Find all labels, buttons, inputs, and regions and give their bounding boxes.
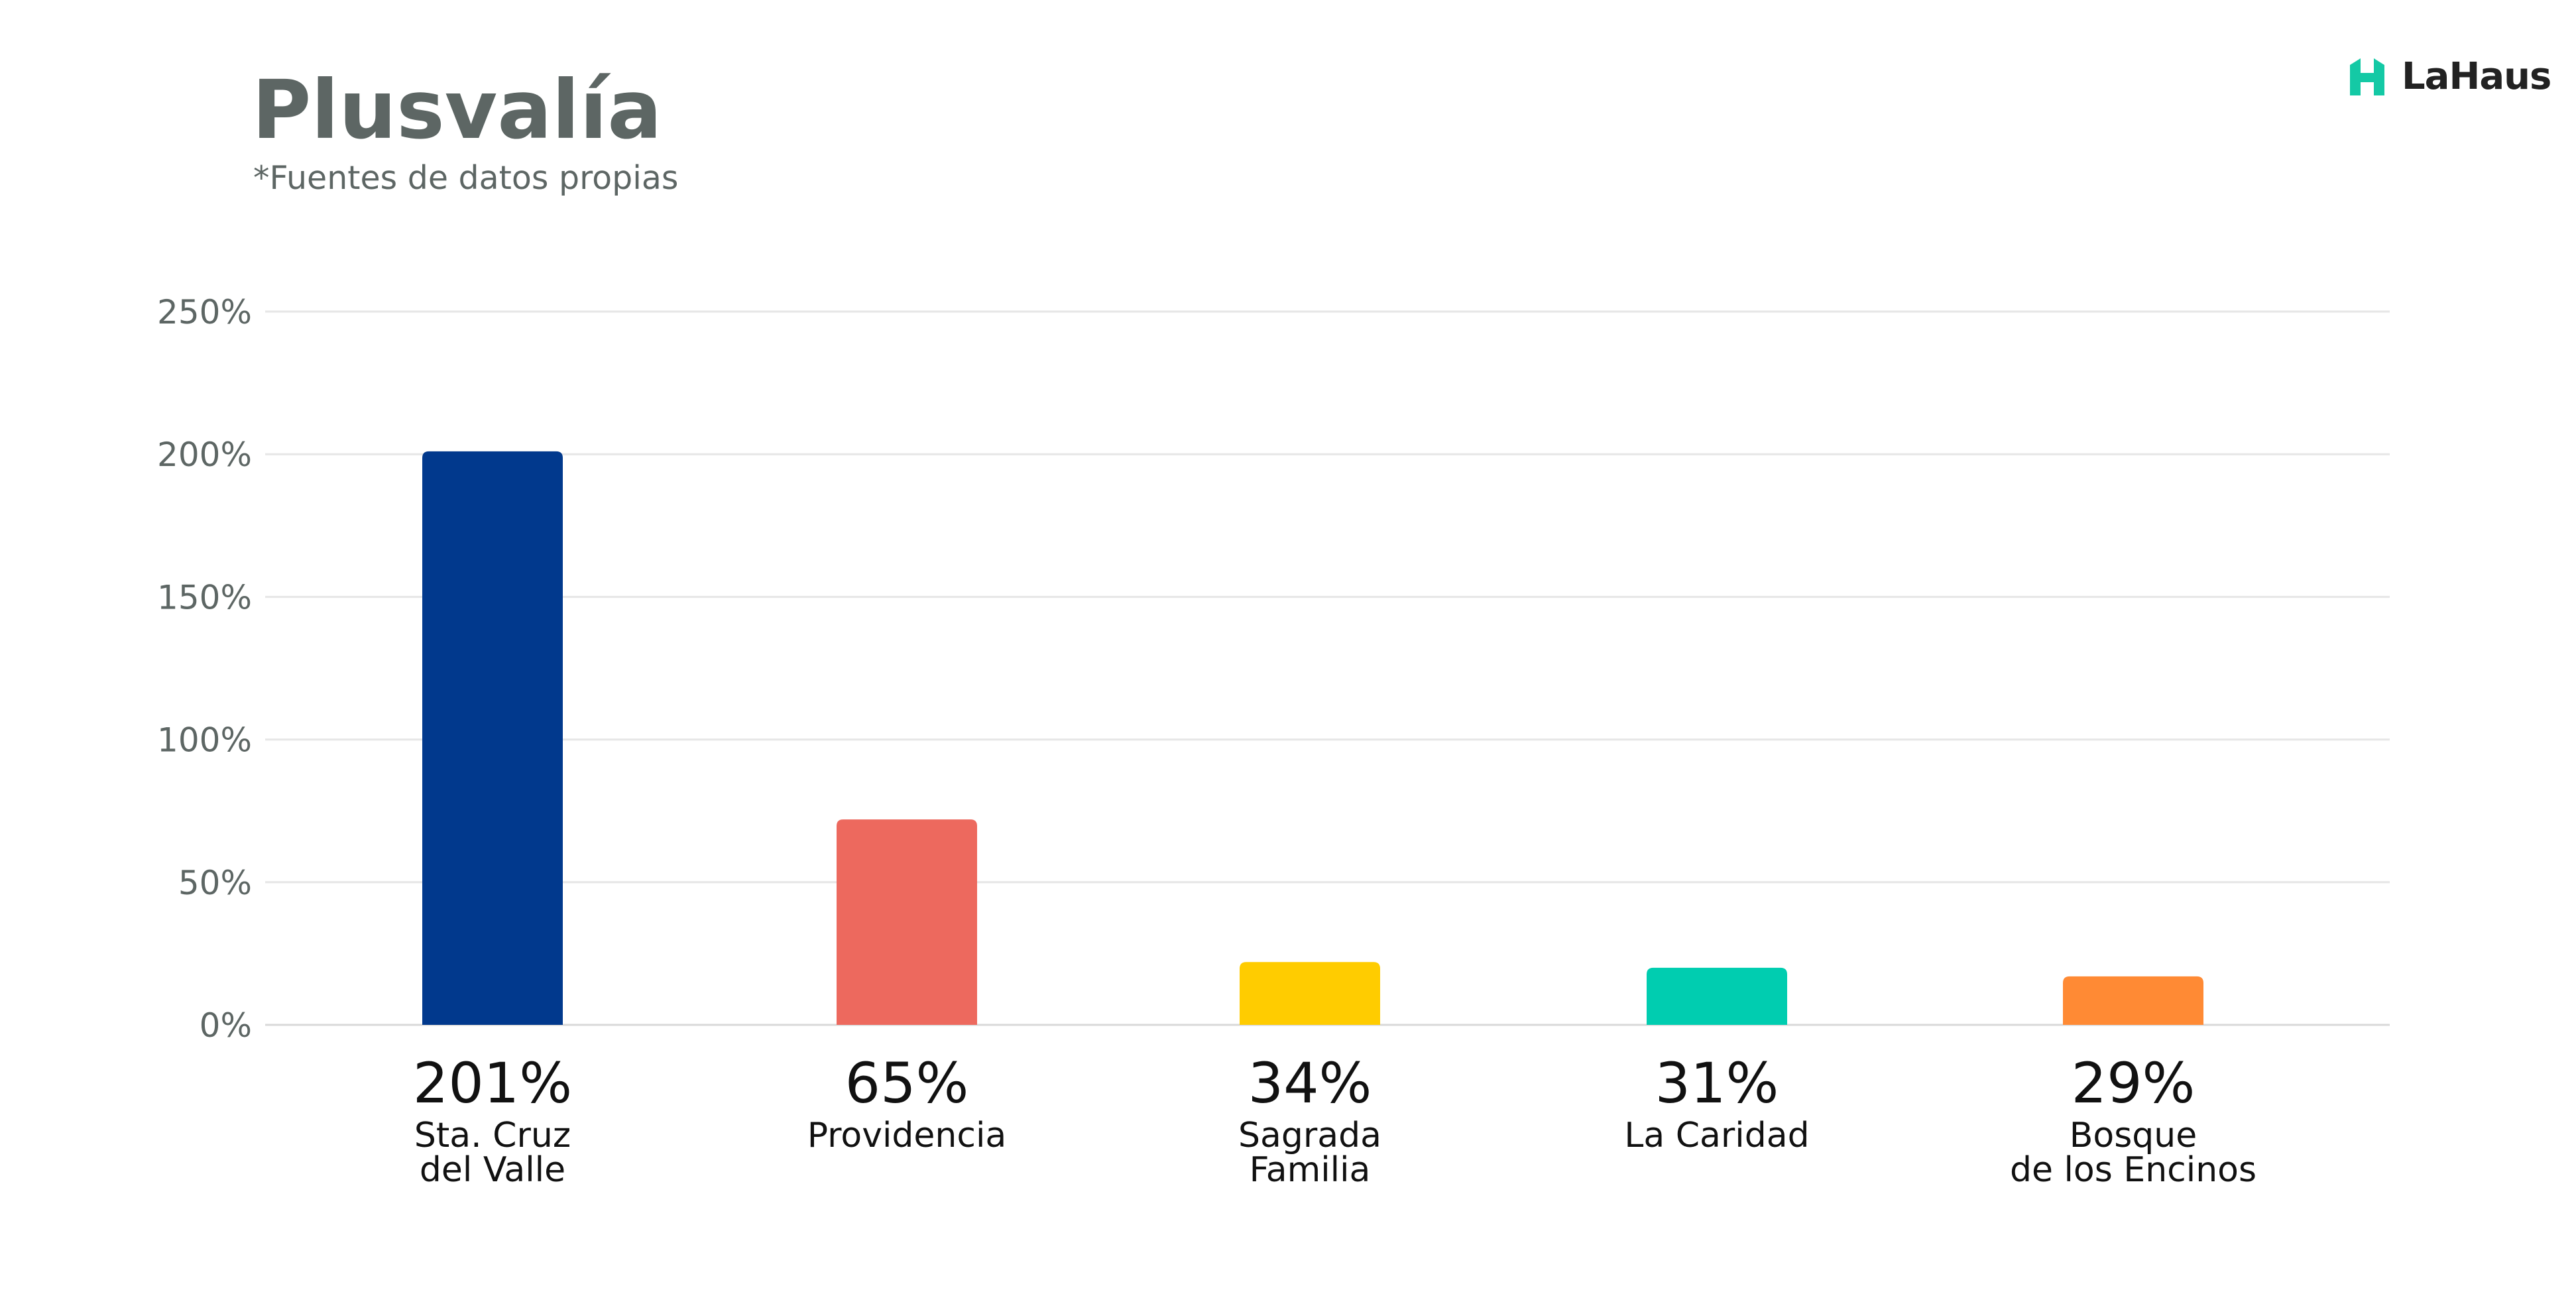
x-tick-label: Sagrada: [1238, 1116, 1381, 1155]
page-title: Plusvalía: [252, 63, 662, 157]
bar: [1647, 967, 1787, 1025]
x-tick-label: de los Encinos: [2010, 1150, 2256, 1190]
data-label: 201%: [413, 1051, 572, 1116]
x-tick-label: Bosque: [2070, 1116, 2197, 1155]
x-tick-label: Providencia: [807, 1116, 1007, 1155]
y-tick-label: 0%: [200, 1006, 252, 1045]
x-tick-label: Sta. Cruz: [414, 1116, 571, 1155]
page-subtitle: *Fuentes de datos propias: [253, 159, 679, 197]
y-tick-label: 50%: [178, 864, 252, 902]
brand-logo: LaHaus: [2350, 58, 2551, 95]
bar: [1240, 962, 1380, 1025]
y-tick-label: 100%: [157, 721, 252, 760]
data-label: 34%: [1248, 1051, 1372, 1116]
bar: [2063, 976, 2203, 1025]
y-tick-label: 150%: [157, 578, 252, 617]
x-tick-label: del Valle: [420, 1150, 565, 1190]
data-label: 31%: [1655, 1051, 1779, 1116]
bar: [422, 451, 563, 1025]
bar: [837, 819, 977, 1025]
x-tick-label: La Caridad: [1624, 1116, 1809, 1155]
data-label: 65%: [845, 1051, 969, 1116]
y-tick-label: 250%: [157, 293, 252, 331]
brand-name: LaHaus: [2402, 55, 2551, 98]
x-tick-label: Familia: [1250, 1150, 1371, 1190]
y-tick-label: 200%: [157, 436, 252, 474]
data-label: 29%: [2072, 1051, 2195, 1116]
house-icon: [2350, 58, 2384, 95]
